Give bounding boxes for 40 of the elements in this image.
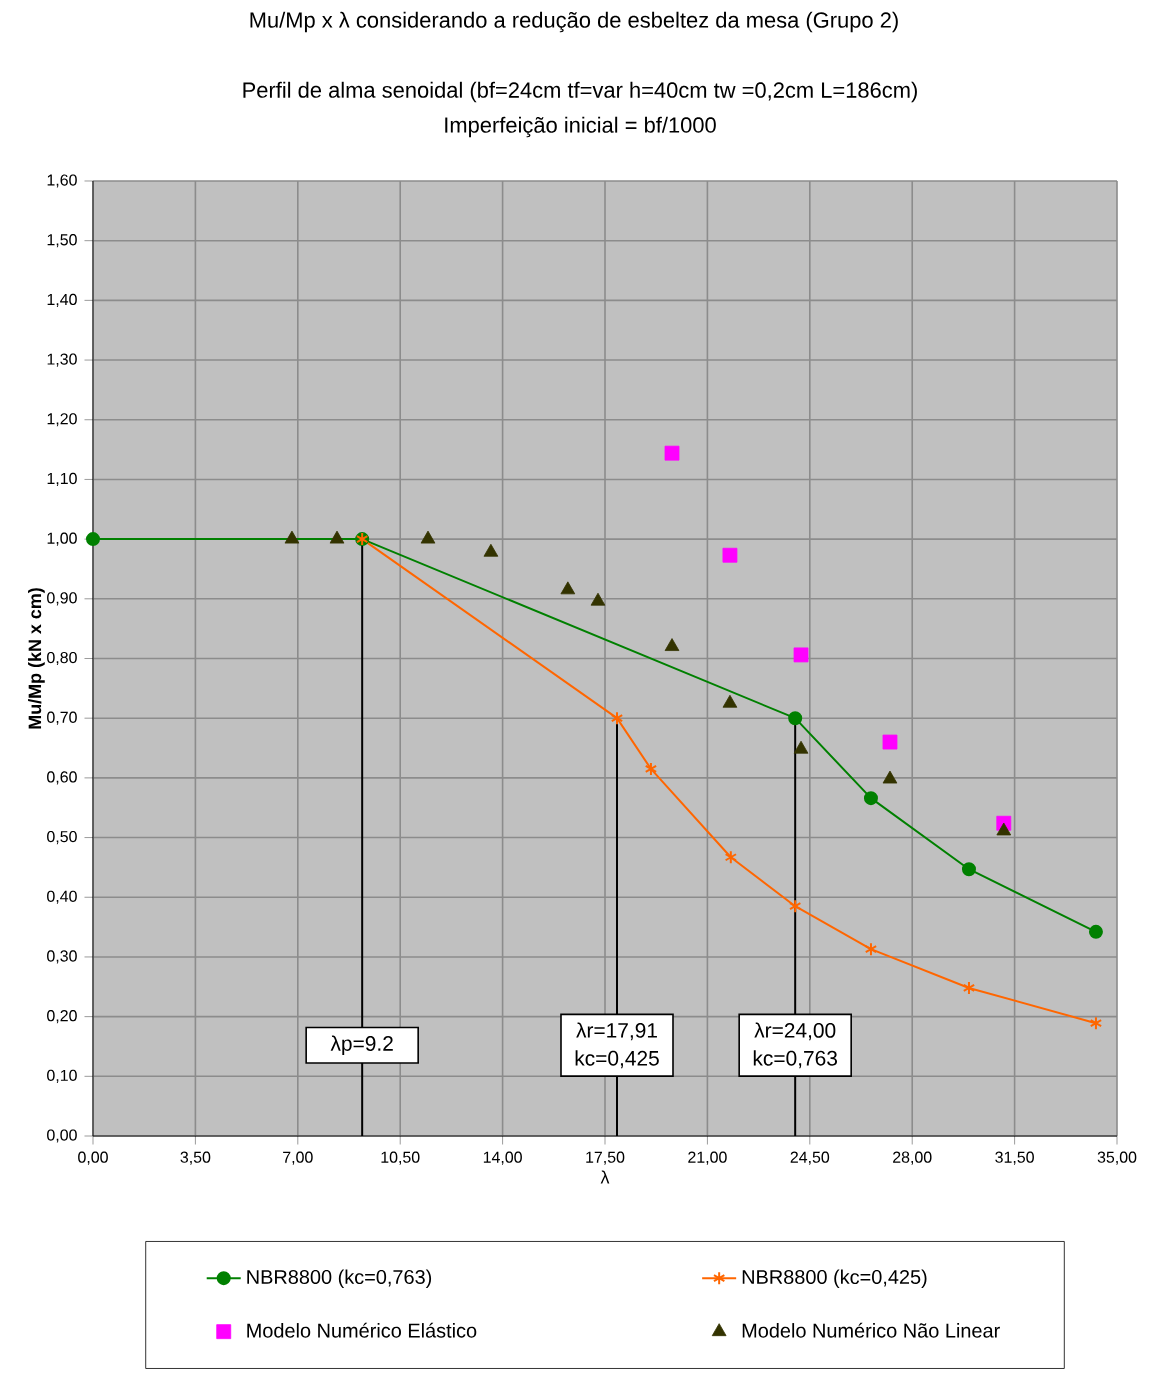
x-axis-title: λ [600, 1170, 610, 1184]
x-tick-label: 3,50 [180, 1151, 211, 1165]
x-tick-label: 21,00 [688, 1151, 727, 1165]
y-tick-label: 1,20 [47, 413, 77, 427]
y-tick-label: 0,50 [47, 830, 77, 845]
y-tick-label: 0,80 [47, 651, 77, 666]
y-tick-label: 1,40 [47, 293, 77, 307]
x-tick-label: 14,00 [483, 1151, 522, 1165]
x-tick-label: 24,50 [790, 1151, 830, 1165]
x-tick-label: 10,50 [381, 1151, 420, 1165]
legend-label: NBR8800 (kc=0,763) [247, 1269, 432, 1288]
y-tick-label: 0,10 [47, 1069, 77, 1083]
y-tick-label: 0,90 [47, 592, 77, 606]
ref-line-label: λr=17,91 kc=0,425 [575, 1022, 659, 1069]
x-tick-label: 7,00 [283, 1151, 313, 1165]
y-tick-label: 0,40 [47, 890, 77, 904]
ref-line-label: λr=24,00 kc=0,763 [753, 1022, 837, 1069]
x-tick-label: 28,00 [893, 1151, 932, 1165]
y-tick-label: 1,10 [47, 472, 77, 487]
x-tick-label: 35,00 [1097, 1151, 1137, 1165]
x-tick-label: 0,00 [78, 1151, 108, 1165]
chart-subtitle: Perfil de alma senoidal (bf=24cm tf=var h=40cm tw =0,2cm L=186cm) [243, 81, 917, 103]
ref-line-label: λp=9.2 [330, 1035, 393, 1056]
legend-label: Modelo Numérico Elástico [247, 1322, 477, 1338]
y-tick-label: 1,00 [47, 532, 77, 546]
y-axis-title: Mu/Mp (kN x cm) [28, 588, 45, 729]
text: Imperfeição inicial = bf/1000 [445, 116, 716, 138]
x-tick-label: 17,50 [586, 1151, 625, 1165]
y-tick-label: 0,70 [47, 711, 77, 725]
y-tick-label: 0,00 [47, 1129, 77, 1143]
y-tick-label: 0,30 [47, 950, 77, 964]
y-tick-label: 0,60 [47, 771, 77, 785]
x-tick-label: 31,50 [995, 1151, 1034, 1165]
y-tick-label: 1,50 [47, 234, 77, 248]
y-tick-label: 1,30 [47, 353, 77, 367]
legend-label: Modelo Numérico Não Linear [742, 1322, 1000, 1338]
y-tick-label: 0,20 [47, 1010, 77, 1024]
chart-title: Mu/Mp x λ considerando a redução de esbeltez da mesa (Grupo 2) [250, 11, 898, 33]
y-tick-label: 1,60 [47, 174, 77, 188]
legend-label: NBR8800 (kc=0,425) [742, 1269, 927, 1288]
